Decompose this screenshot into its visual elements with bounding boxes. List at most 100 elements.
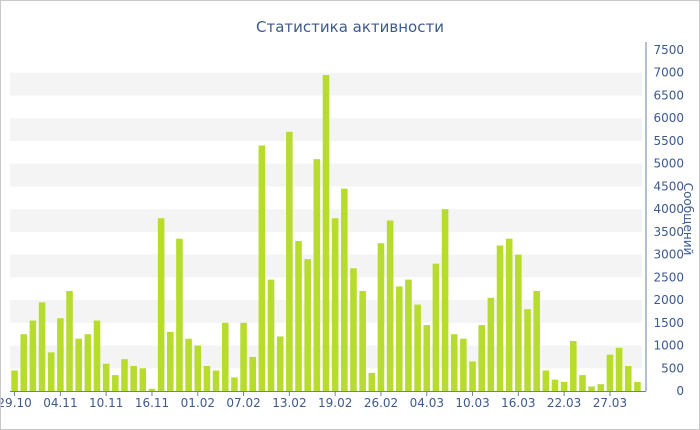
- x-tick-label: 10.11: [89, 396, 123, 410]
- bar: [579, 375, 586, 391]
- bar: [130, 365, 137, 391]
- bar: [112, 375, 119, 391]
- x-tick-label: 01.02: [181, 396, 215, 410]
- y-tick-label: 7500: [653, 43, 684, 57]
- bar: [286, 131, 293, 391]
- x-tick-label: 04.11: [43, 396, 77, 410]
- y-tick-label: 1500: [653, 316, 684, 330]
- x-tick-label: 29.10: [1, 396, 32, 410]
- bar: [615, 347, 623, 391]
- bar: [597, 384, 605, 391]
- bar: [551, 379, 559, 391]
- x-tick-label: 22.03: [547, 396, 581, 410]
- y-tick-label: 1000: [653, 339, 684, 353]
- x-axis-ticks: 29.10 04.11 10.11 16.11 01.02 07.02 13.02 19.02…: [1, 391, 646, 410]
- bar: [341, 188, 348, 391]
- bar: [47, 352, 55, 391]
- bar: [93, 320, 101, 391]
- bar: [322, 75, 330, 391]
- bar: [121, 359, 128, 391]
- bar-series: [11, 75, 641, 391]
- bar: [350, 268, 357, 391]
- bar: [157, 218, 165, 391]
- bar: [221, 322, 229, 391]
- x-tick-label: 04.03: [410, 396, 444, 410]
- y-axis-ticks: 0 500 1000 1500 2000 2500 3000 3500 4000 4500 5000…: [645, 42, 684, 398]
- x-tick-label: 16.03: [501, 396, 535, 410]
- y-tick-label: 5000: [653, 157, 684, 171]
- chart-title: Статистика активности: [256, 18, 444, 36]
- bar: [515, 254, 522, 391]
- bar: [258, 145, 266, 391]
- bar: [38, 302, 46, 391]
- bar: [560, 381, 568, 391]
- bar: [20, 334, 28, 391]
- bar: [414, 304, 421, 391]
- bar: [450, 334, 458, 391]
- x-tick-label: 07.02: [226, 396, 260, 410]
- bar: [185, 338, 192, 391]
- bar: [29, 320, 37, 391]
- bar: [441, 209, 449, 391]
- bar: [249, 356, 257, 391]
- bar: [524, 309, 531, 391]
- bar: [75, 338, 82, 391]
- y-tick-label: 0: [676, 384, 684, 398]
- bar: [606, 354, 614, 391]
- x-tick-label: 19.02: [318, 396, 352, 410]
- bar: [533, 290, 540, 391]
- bar: [276, 336, 284, 391]
- y-tick-label: 5500: [653, 134, 684, 148]
- bar: [331, 218, 339, 391]
- bar: [432, 263, 440, 391]
- x-tick-label: 27.03: [593, 396, 627, 410]
- bar: [505, 238, 513, 391]
- bar: [267, 279, 275, 391]
- bar: [395, 286, 403, 391]
- bar: [460, 338, 467, 391]
- bar: [313, 159, 321, 391]
- bar: [231, 377, 238, 391]
- bar: [542, 370, 550, 391]
- y-tick-label: 6000: [653, 111, 684, 125]
- y-tick-label: 6500: [653, 89, 684, 103]
- bar: [102, 363, 110, 391]
- x-tick-label: 13.02: [272, 396, 306, 410]
- bar: [386, 220, 394, 391]
- bar: [634, 381, 641, 391]
- bar: [570, 340, 577, 391]
- bar: [212, 370, 220, 391]
- bar: [84, 334, 92, 391]
- bar: [304, 259, 311, 391]
- bar: [423, 325, 431, 391]
- bar: [194, 345, 202, 391]
- bar: [469, 361, 476, 391]
- bar: [368, 372, 376, 391]
- bar: [496, 245, 504, 391]
- bar: [295, 240, 302, 391]
- y-tick-label: 500: [661, 361, 684, 375]
- y-tick-label: 3500: [653, 225, 684, 239]
- x-tick-label: 10.03: [455, 396, 489, 410]
- bar: [377, 243, 385, 391]
- bar: [405, 279, 412, 391]
- bar: [66, 290, 73, 391]
- bar: [487, 297, 495, 391]
- x-tick-label: 16.11: [135, 396, 169, 410]
- bar: [240, 322, 247, 391]
- y-tick-label: 4500: [653, 179, 684, 193]
- bar: [624, 365, 632, 391]
- bar: [57, 318, 64, 391]
- x-tick-label: 26.02: [364, 396, 398, 410]
- bar: [478, 325, 485, 391]
- y-tick-label: 7000: [653, 66, 684, 80]
- bar: [588, 386, 595, 391]
- bar: [11, 370, 18, 391]
- bar: [139, 368, 147, 391]
- y-tick-label: 2000: [653, 293, 684, 307]
- y-axis-label: Сообщений: [681, 183, 695, 256]
- bar: [166, 331, 174, 391]
- y-tick-label: 4000: [653, 202, 684, 216]
